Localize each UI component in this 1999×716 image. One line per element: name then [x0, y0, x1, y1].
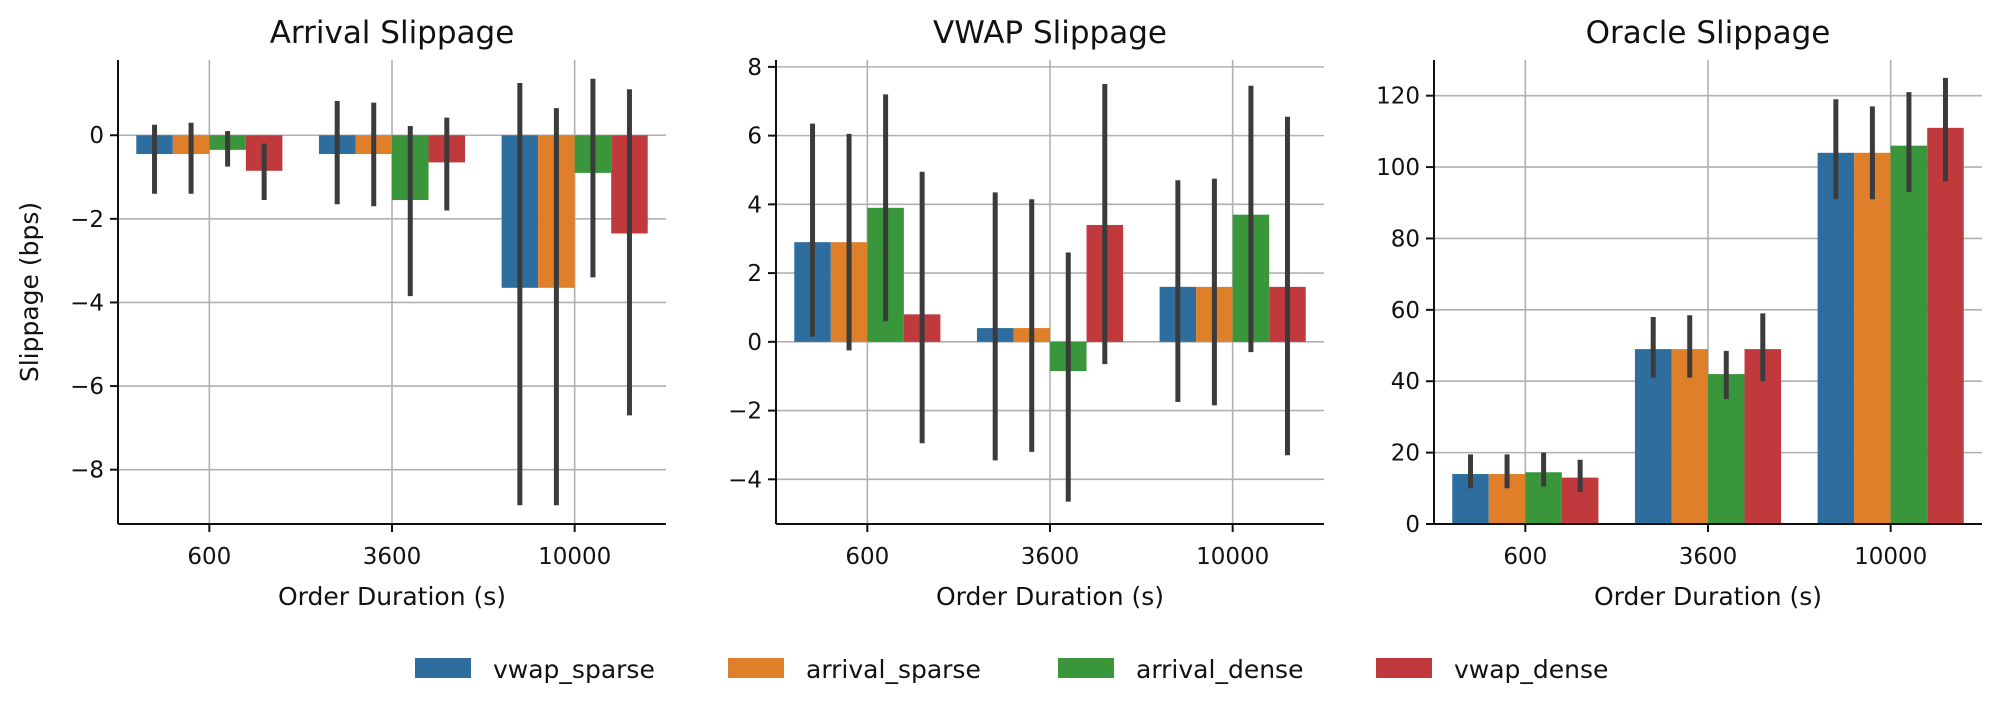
bar-vwap_sparse-3600	[1634, 349, 1672, 524]
x-axis-label: Order Duration (s)	[936, 582, 1164, 611]
legend-label-arrival_sparse: arrival_sparse	[806, 655, 981, 684]
legend-label-vwap_sparse: vwap_sparse	[493, 655, 655, 684]
x-tick-label: 3600	[1679, 544, 1738, 570]
bar-arrival_sparse-3600	[1671, 349, 1708, 524]
x-axis-label: Order Duration (s)	[1594, 582, 1822, 611]
y-tick-label: −2	[70, 207, 104, 233]
legend-swatch-arrival_dense	[1058, 658, 1114, 678]
chart-title: VWAP Slippage	[933, 15, 1167, 51]
legend-label-arrival_dense: arrival_dense	[1136, 655, 1303, 684]
y-tick-label: −8	[70, 458, 104, 484]
y-tick-label: 80	[1391, 226, 1420, 252]
legend-swatch-vwap_dense	[1376, 658, 1432, 678]
bar-vwap_dense-10000	[1927, 127, 1964, 525]
x-tick-label: 10000	[1196, 544, 1269, 570]
x-tick-label: 600	[845, 544, 889, 570]
x-tick-label: 600	[1503, 544, 1547, 570]
y-axis-label: Slippage (bps)	[15, 202, 44, 382]
y-tick-label: 120	[1376, 84, 1420, 110]
y-tick-label: −4	[728, 467, 762, 493]
legend-swatch-arrival_sparse	[728, 658, 784, 678]
x-axis-label: Order Duration (s)	[278, 582, 506, 611]
x-tick-label: 3600	[1021, 544, 1080, 570]
chart-title: Arrival Slippage	[270, 15, 515, 51]
x-tick-label: 3600	[363, 544, 422, 570]
legend-label-vwap_dense: vwap_dense	[1454, 655, 1608, 684]
x-tick-label: 10000	[1854, 544, 1927, 570]
y-tick-label: 8	[747, 55, 762, 81]
bar-arrival_dense-10000	[1890, 145, 1928, 524]
y-tick-label: −6	[70, 374, 104, 400]
legend-swatch-vwap_sparse	[415, 658, 471, 678]
y-tick-label: 0	[747, 330, 762, 356]
bar-vwap_sparse-10000	[1817, 152, 1855, 525]
y-tick-label: 0	[1405, 512, 1420, 538]
y-tick-label: −4	[70, 290, 104, 316]
y-tick-label: 4	[747, 192, 762, 218]
bar-arrival_sparse-10000	[1854, 152, 1891, 525]
y-tick-label: 100	[1376, 155, 1420, 181]
y-tick-label: 2	[747, 261, 762, 287]
y-tick-label: 20	[1391, 441, 1420, 467]
y-tick-label: −2	[728, 399, 762, 425]
x-tick-label: 600	[187, 544, 231, 570]
x-tick-label: 10000	[538, 544, 611, 570]
y-tick-label: 60	[1391, 298, 1420, 324]
y-tick-label: 6	[747, 124, 762, 150]
y-tick-label: 0	[89, 123, 104, 149]
chart-title: Oracle Slippage	[1586, 15, 1831, 51]
y-tick-label: 40	[1391, 369, 1420, 395]
